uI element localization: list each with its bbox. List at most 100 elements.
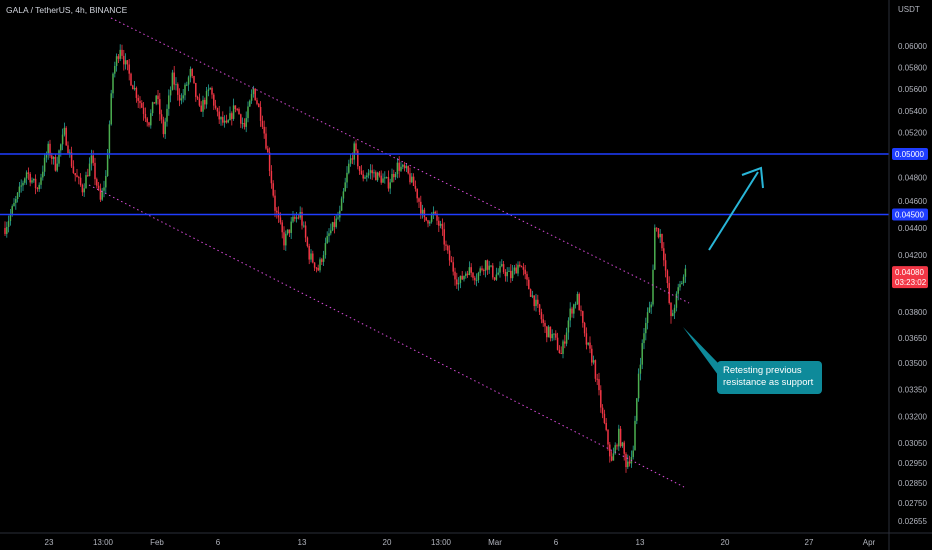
candle-body bbox=[195, 83, 197, 97]
candle-body bbox=[351, 158, 354, 160]
candle-body bbox=[362, 174, 364, 179]
candle bbox=[486, 259, 489, 275]
candle bbox=[333, 215, 336, 234]
candle bbox=[546, 326, 548, 343]
candle-body bbox=[490, 265, 492, 267]
candle-body bbox=[508, 270, 510, 272]
candle-body bbox=[598, 379, 600, 391]
candle bbox=[531, 290, 534, 299]
candle-body bbox=[493, 277, 496, 280]
candle-body bbox=[596, 378, 598, 380]
candle-body bbox=[657, 228, 660, 238]
candle bbox=[209, 87, 211, 90]
candle bbox=[99, 183, 102, 202]
candle bbox=[538, 303, 541, 315]
candle bbox=[306, 236, 309, 248]
annotation-callout: Retesting previous resistance as support bbox=[717, 361, 822, 394]
candle bbox=[684, 264, 687, 283]
candle-body bbox=[290, 221, 292, 233]
candle bbox=[357, 149, 359, 170]
candle-body bbox=[537, 299, 539, 305]
candle bbox=[258, 102, 260, 108]
candle-body bbox=[432, 211, 435, 214]
candle bbox=[234, 105, 237, 113]
time-tick-label: Mar bbox=[488, 538, 502, 547]
candle-body bbox=[470, 267, 472, 273]
candle-body bbox=[384, 177, 386, 179]
time-tick-label: 13 bbox=[636, 538, 645, 547]
candle bbox=[117, 53, 120, 63]
candle bbox=[196, 95, 199, 101]
time-axis[interactable]: 23 13:00 Feb 6 13 20 13:00 Mar 6 13 20 27 Apr bbox=[45, 538, 876, 547]
candle bbox=[663, 242, 665, 267]
candle-body bbox=[380, 175, 382, 183]
candle bbox=[513, 265, 516, 275]
candle bbox=[310, 249, 312, 263]
candle-body bbox=[427, 220, 429, 224]
candle-body bbox=[126, 60, 129, 65]
candle bbox=[681, 280, 683, 285]
candle-body bbox=[461, 275, 463, 280]
candle-body bbox=[16, 192, 19, 200]
candle bbox=[303, 221, 305, 228]
candle-body bbox=[556, 337, 559, 350]
candle-body bbox=[609, 444, 611, 457]
candle bbox=[90, 149, 93, 171]
candle bbox=[304, 221, 307, 243]
candle-body bbox=[306, 237, 309, 247]
descending-channel bbox=[88, 17, 690, 488]
candle-body bbox=[645, 322, 647, 334]
candle-body bbox=[353, 143, 355, 160]
candle bbox=[153, 102, 156, 104]
candle bbox=[601, 404, 604, 419]
price-axis[interactable]: USDT 0.06000 0.05800 0.05600 0.05400 0.05200 0… bbox=[898, 5, 927, 526]
candle bbox=[589, 336, 591, 354]
candle bbox=[218, 105, 220, 124]
candle bbox=[495, 267, 498, 281]
candle bbox=[474, 275, 476, 285]
candle-body bbox=[319, 259, 321, 271]
candle-body bbox=[175, 84, 177, 86]
candle bbox=[501, 259, 503, 268]
candle-body bbox=[128, 64, 130, 74]
candle-body bbox=[355, 143, 357, 151]
candle-body bbox=[652, 269, 654, 305]
candle bbox=[367, 169, 370, 179]
candle-body bbox=[569, 308, 571, 321]
candle-body bbox=[47, 143, 49, 155]
candle bbox=[598, 372, 600, 396]
candle-body bbox=[326, 236, 328, 244]
candle-body bbox=[252, 88, 255, 95]
candle-body bbox=[565, 332, 568, 344]
price-tick-label: 0.04400 bbox=[898, 224, 927, 233]
candle bbox=[416, 188, 418, 203]
candle-body bbox=[328, 233, 330, 237]
candle bbox=[567, 317, 570, 340]
candle bbox=[54, 154, 57, 172]
candle-body bbox=[6, 226, 8, 234]
candle bbox=[259, 101, 262, 127]
candle-body bbox=[34, 178, 37, 189]
candle bbox=[324, 237, 327, 259]
candle bbox=[540, 308, 543, 324]
candle-body bbox=[402, 164, 404, 167]
candle-body bbox=[198, 98, 201, 106]
candle bbox=[191, 68, 193, 79]
breakout-arrow-head bbox=[741, 166, 764, 189]
candle-body bbox=[511, 270, 514, 279]
candle bbox=[200, 101, 202, 112]
candle-body bbox=[546, 326, 548, 338]
candle-body bbox=[20, 185, 22, 187]
candle bbox=[301, 207, 303, 230]
candle bbox=[283, 226, 285, 250]
time-tick-label: 20 bbox=[383, 538, 392, 547]
candle bbox=[425, 217, 427, 222]
candle-body bbox=[497, 272, 499, 275]
candle-body bbox=[479, 268, 481, 273]
candle bbox=[249, 99, 251, 107]
candle-body bbox=[344, 182, 346, 192]
candle-body bbox=[180, 98, 183, 101]
candle-body bbox=[15, 199, 17, 203]
candle bbox=[479, 266, 481, 276]
